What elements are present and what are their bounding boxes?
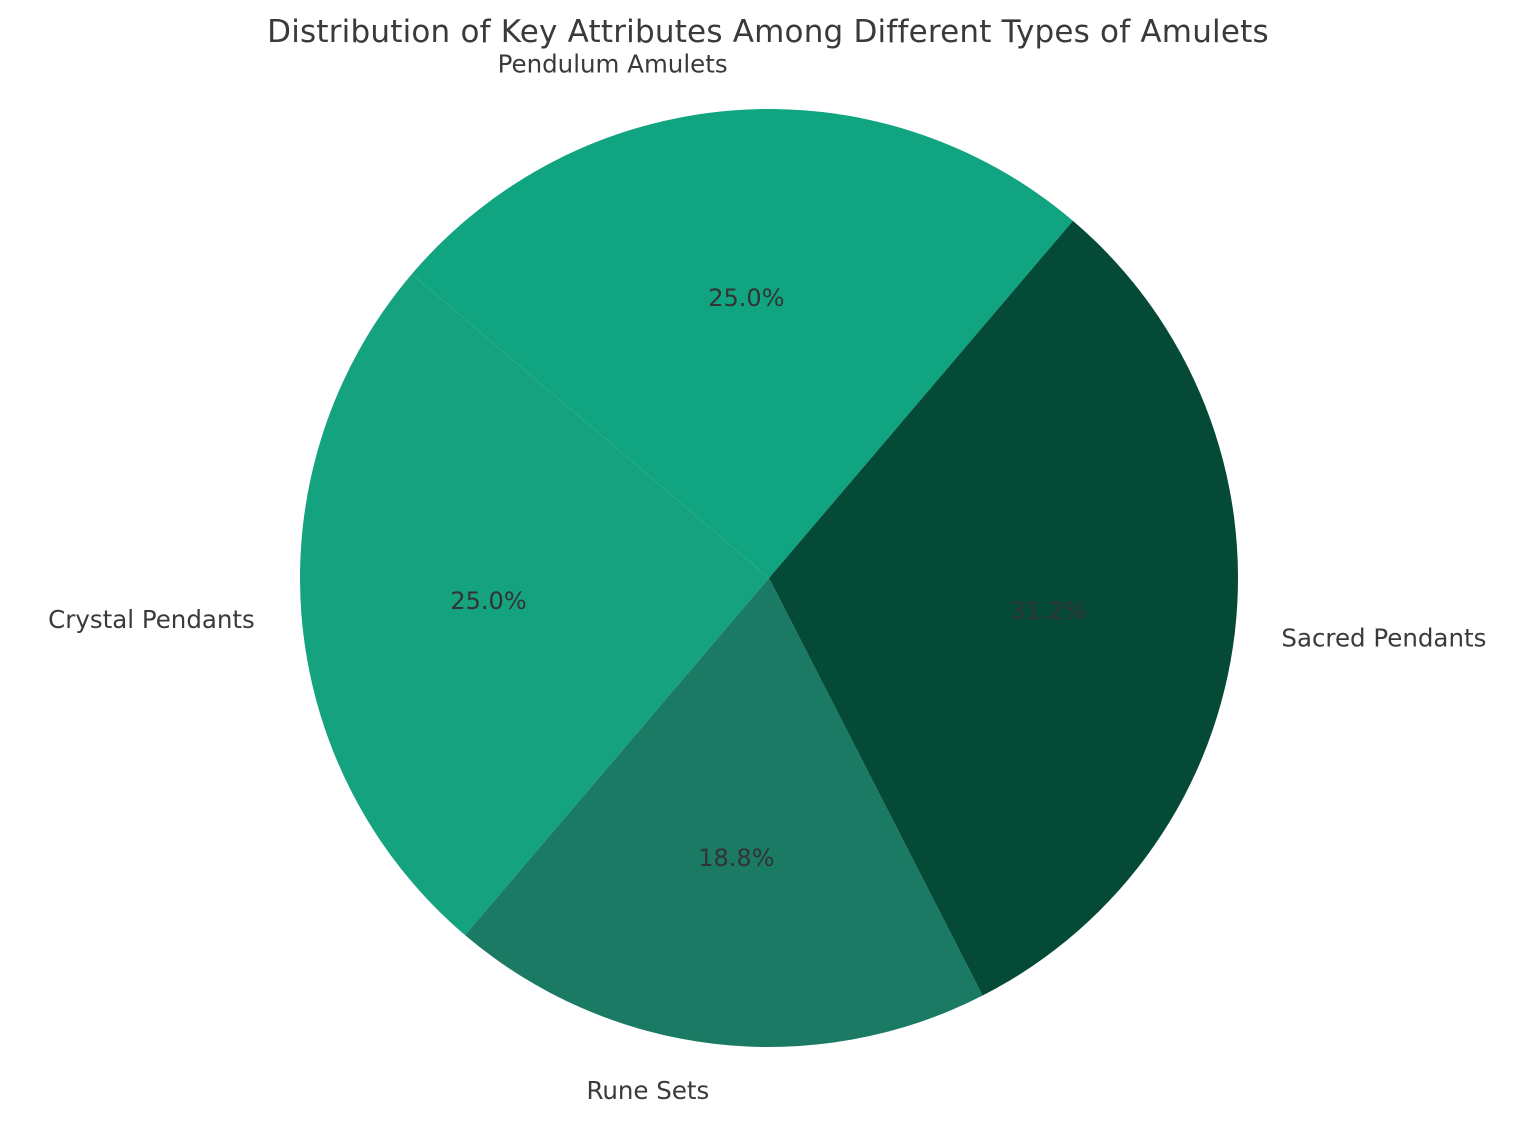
pct-label-crystal-pendants: 25.0% [450,587,526,615]
slice-label-sacred-pendants: Sacred Pendants [1281,623,1486,652]
pct-label-pendulum-amulets: 25.0% [708,284,784,312]
pie-slice-rune-sets [465,578,983,1047]
chart-title: Distribution of Key Attributes Among Dif… [267,14,1269,50]
pie-slice-crystal-pendants [299,274,769,936]
pie-slice-pendulum-amulets [411,109,1073,578]
slice-label-rune-sets: Rune Sets [586,1076,709,1105]
pct-label-sacred-pendants: 31.2% [1010,597,1086,625]
slice-label-crystal-pendants: Crystal Pendants [48,605,255,634]
pct-label-rune-sets: 18.8% [698,844,774,872]
slice-label-pendulum-amulets: Pendulum Amulets [498,49,728,78]
pie-slice-sacred-pendants [769,220,1239,996]
